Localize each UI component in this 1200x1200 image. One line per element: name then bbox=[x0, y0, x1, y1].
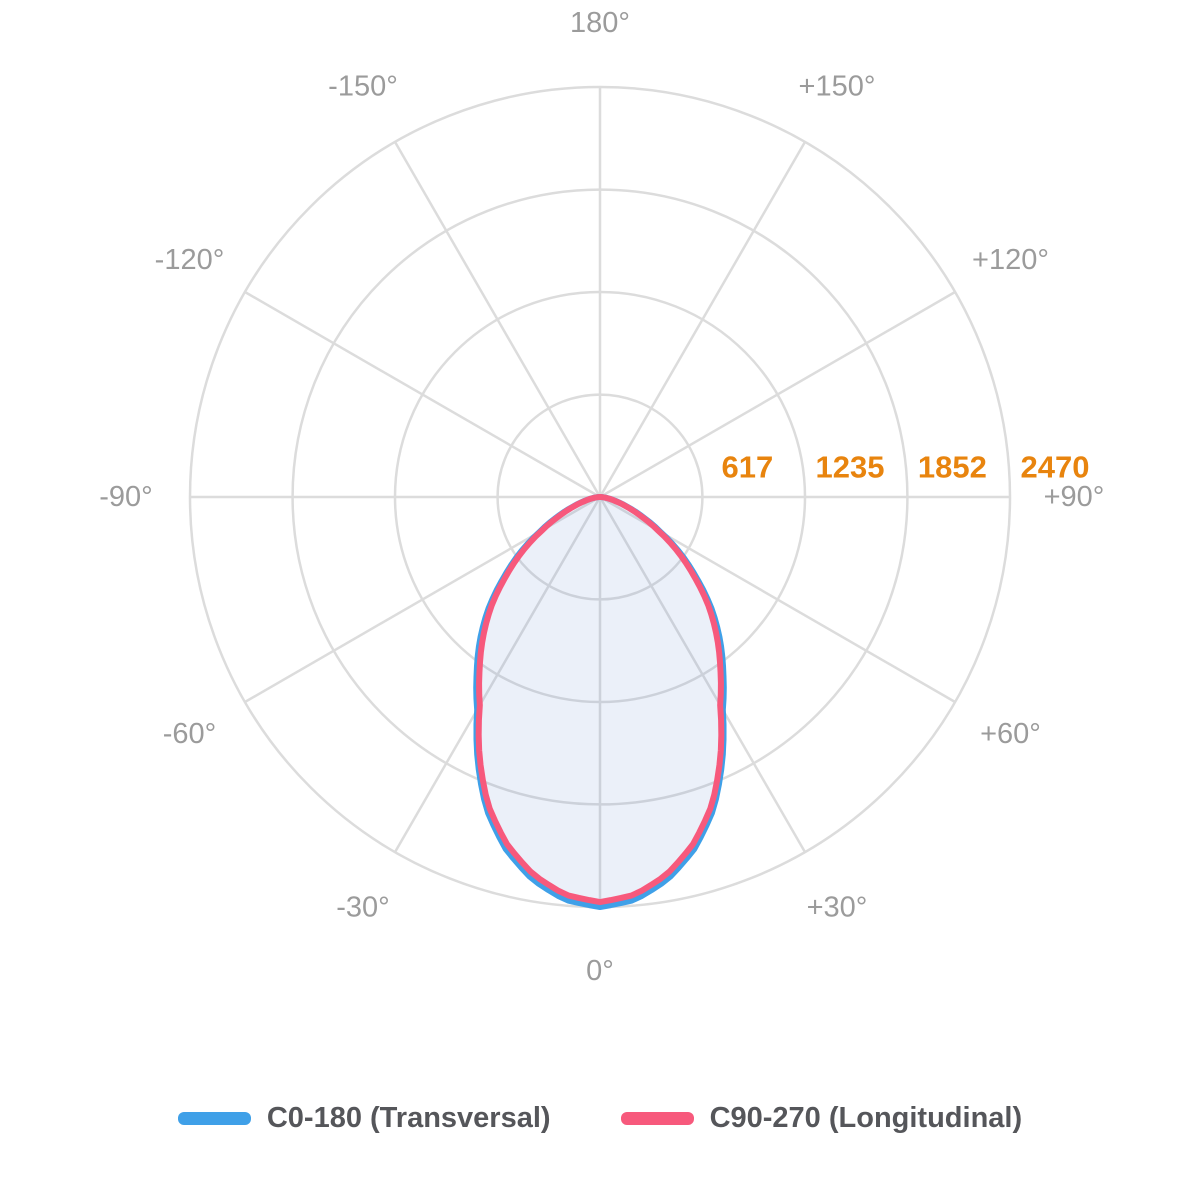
angle-label: -150° bbox=[328, 71, 398, 103]
ring-value-labels: 617 1235 1852 2470 bbox=[722, 450, 1090, 485]
angle-label: -60° bbox=[163, 718, 217, 750]
polar-photometric-chart: 617 1235 1852 2470 180° -150° +150° -120° +120°… bbox=[99, 7, 1104, 987]
angle-label: +90° bbox=[1044, 481, 1105, 513]
angle-label: 180° bbox=[570, 7, 630, 39]
angle-label: 0° bbox=[586, 955, 614, 987]
grid-radial-line bbox=[599, 290, 956, 499]
ring-value-label: 2470 bbox=[1021, 450, 1090, 485]
angle-label: +30° bbox=[807, 892, 868, 924]
angle-label: -90° bbox=[99, 481, 153, 513]
grid-radial-line bbox=[393, 496, 602, 853]
grid-radial-line bbox=[598, 496, 807, 853]
series-curves bbox=[473, 494, 727, 910]
legend-swatch-c0-180[interactable] bbox=[177, 1112, 251, 1125]
ring-value-label: 1852 bbox=[918, 450, 987, 485]
legend: C0-180 (Transversal) C90-270 (Longitudin… bbox=[0, 1102, 1200, 1135]
grid-radial-line bbox=[244, 290, 601, 499]
angle-label: -30° bbox=[336, 892, 390, 924]
legend-label-c90-270[interactable]: C90-270 (Longitudinal) bbox=[709, 1102, 1023, 1134]
grid-radial-line bbox=[393, 141, 602, 498]
angle-labels: 180° -150° +150° -120° +120° -90° +90° -60° +60°… bbox=[99, 7, 1104, 987]
angle-label: +150° bbox=[799, 71, 876, 103]
legend-swatch-c90-270[interactable] bbox=[620, 1112, 694, 1125]
ring-value-label: 1235 bbox=[816, 450, 885, 485]
angle-label: +120° bbox=[972, 244, 1049, 276]
legend-item-c0-180[interactable]: C0-180 (Transversal) bbox=[177, 1102, 551, 1135]
legend-item-c90-270[interactable]: C90-270 (Longitudinal) bbox=[620, 1102, 1023, 1135]
legend-label-c0-180[interactable]: C0-180 (Transversal) bbox=[266, 1102, 551, 1134]
angle-label: -120° bbox=[155, 244, 225, 276]
ring-value-label: 617 bbox=[722, 450, 774, 485]
grid-radial-line bbox=[598, 141, 807, 498]
angle-label: +60° bbox=[980, 718, 1041, 750]
series-curve-c90-270 bbox=[475, 494, 725, 906]
